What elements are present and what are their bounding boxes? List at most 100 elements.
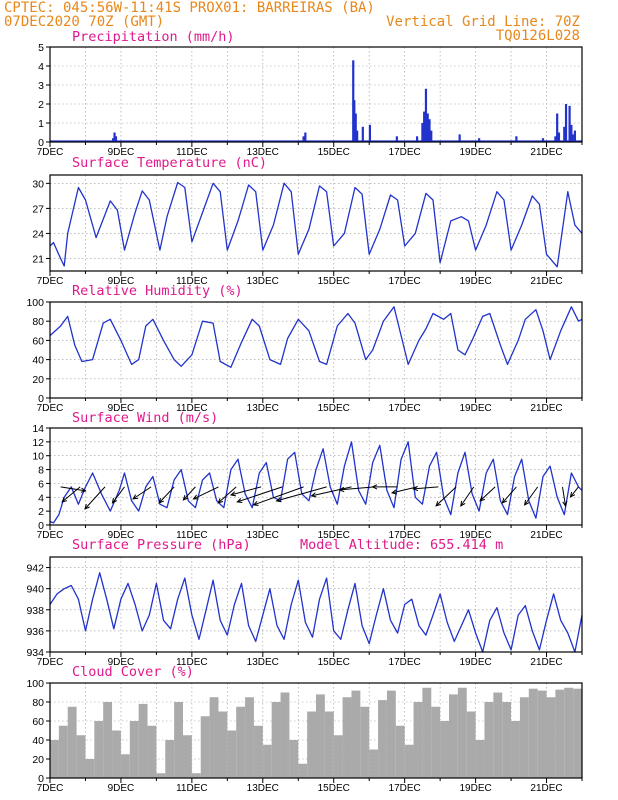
cloud-cover-bar [466, 711, 476, 778]
temperature-xtick-label: 11DEC [176, 276, 208, 287]
precipitation-bar [573, 130, 577, 142]
wind-arrow-head [182, 494, 189, 501]
wind-ytick-label: 0 [38, 520, 44, 532]
cloud-cover-xtick-label: 15DEC [318, 783, 350, 794]
cloud-cover-ytick-label: 40 [32, 735, 44, 747]
humidity-xtick-label: 17DEC [389, 403, 421, 414]
precipitation-bar [421, 123, 424, 142]
wind-arrow-shaft [479, 486, 496, 502]
cloud-cover-bar [519, 697, 529, 778]
wind-arrow-shaft [61, 486, 81, 503]
wind-arrow-shaft [84, 486, 106, 510]
wind-title: Surface Wind (m/s) [72, 410, 218, 426]
wind-arrow-shaft [276, 486, 327, 502]
wind-arrow-head [84, 503, 90, 510]
wind-ytick-label: 2 [38, 506, 44, 518]
cloud-cover-bar [280, 692, 290, 778]
header-location: CPTEC: 045:56W-11:41S PROX01: BARREIRAS … [4, 0, 375, 16]
precipitation-bar [568, 105, 571, 142]
cloud-cover-bar [191, 773, 201, 778]
pressure-series-line [49, 572, 583, 653]
precipitation-bar [572, 134, 575, 142]
wind-xtick-label: 9DEC [108, 530, 135, 541]
humidity-ytick-label: 60 [32, 335, 44, 347]
cloud-cover-bar [333, 735, 343, 778]
humidity-xtick-label: 9DEC [108, 403, 135, 414]
temperature-xtick-label: 17DEC [389, 276, 421, 287]
wind-arrow-head [80, 487, 87, 493]
cloud-cover-bar [253, 725, 263, 778]
wind-arrow-shaft [237, 486, 283, 503]
pressure-ytick-label: 938 [26, 605, 44, 617]
precipitation-bar [368, 124, 372, 142]
humidity-ytick-label: 40 [32, 355, 44, 367]
cloud-cover-bar [395, 725, 405, 778]
temperature-frame [49, 174, 583, 272]
humidity-ytick-label: 100 [26, 297, 44, 309]
temperature-xtick-label: 9DEC [108, 276, 135, 287]
humidity-xtick-label: 15DEC [318, 403, 350, 414]
wind-arrow-shaft [158, 486, 175, 504]
cloud-cover-bar [218, 711, 228, 778]
pressure-ytick-label: 940 [26, 584, 44, 596]
wind-xtick-label: 15DEC [318, 530, 350, 541]
wind-arrow-head [460, 500, 466, 507]
humidity-series-line [49, 306, 583, 368]
cloud-cover-bar [484, 702, 494, 778]
wind-xtick-label: 19DEC [459, 530, 491, 541]
pressure-title: Surface Pressure (hPa) [72, 537, 251, 553]
wind-ytick-label: 6 [38, 478, 44, 490]
precipitation-bar [556, 113, 559, 142]
cloud-cover-bar [120, 754, 130, 778]
precipitation-frame [49, 46, 583, 143]
pressure-xtick-label: 9DEC [108, 657, 135, 668]
cloud-cover-ytick-label: 60 [32, 716, 44, 728]
cloud-cover-bar [200, 716, 210, 778]
cloud-cover-ytick-label: 0 [38, 773, 44, 785]
wind-arrow-shaft [524, 486, 539, 506]
wind-arrow-shaft [502, 486, 517, 504]
cloud-cover-bar [511, 721, 520, 778]
cloud-cover-bar [422, 687, 432, 778]
cloud-cover-bar [165, 740, 175, 778]
cloud-cover-bar [103, 702, 113, 778]
precipitation-bar [563, 126, 566, 142]
wind-ytick-label: 14 [32, 423, 44, 435]
cloud-cover-bar [431, 706, 441, 778]
precipitation-bar [554, 136, 557, 142]
cloud-cover-bar [493, 692, 503, 778]
precipitation-bar [570, 124, 573, 142]
cloud-cover-xtick-label: 17DEC [389, 783, 421, 794]
temperature-ytick-label: 21 [32, 253, 44, 265]
pressure-xtick-label: 11DEC [176, 657, 208, 668]
wind-arrow-shaft [112, 486, 125, 504]
humidity-ytick-label: 80 [32, 316, 44, 328]
precipitation-bar [353, 100, 356, 142]
wind-arrow-shaft [311, 486, 352, 497]
wind-arrow-shaft [413, 486, 439, 490]
temperature-xtick-label: 7DEC [37, 276, 64, 287]
cloud-cover-bar [76, 735, 86, 778]
cloud-cover-bar [564, 687, 574, 778]
cloud-cover-bar [289, 740, 299, 778]
precipitation-xtick-label: 17DEC [389, 147, 421, 158]
wind-arrow-head [501, 497, 508, 504]
wind-arrow-shaft [230, 486, 262, 496]
precipitation-ytick-label: 1 [38, 118, 44, 130]
precipitation-bar [424, 88, 428, 142]
cloud-cover-bar [67, 706, 77, 778]
precipitation-bar [564, 104, 568, 142]
wind-arrow-head [435, 501, 442, 507]
temperature-ytick-label: 24 [32, 228, 44, 240]
wind-series-line [49, 441, 583, 524]
cloud-cover-bar [245, 697, 254, 778]
precipitation-ytick-label: 4 [38, 61, 44, 73]
temperature-series-line [49, 181, 583, 268]
humidity-xtick-label: 19DEC [459, 403, 491, 414]
precipitation-ytick-label: 5 [38, 42, 44, 54]
precipitation-bar [113, 132, 116, 142]
temperature-xtick-label: 13DEC [247, 276, 279, 287]
precipitation-xtick-label: 13DEC [247, 147, 279, 158]
